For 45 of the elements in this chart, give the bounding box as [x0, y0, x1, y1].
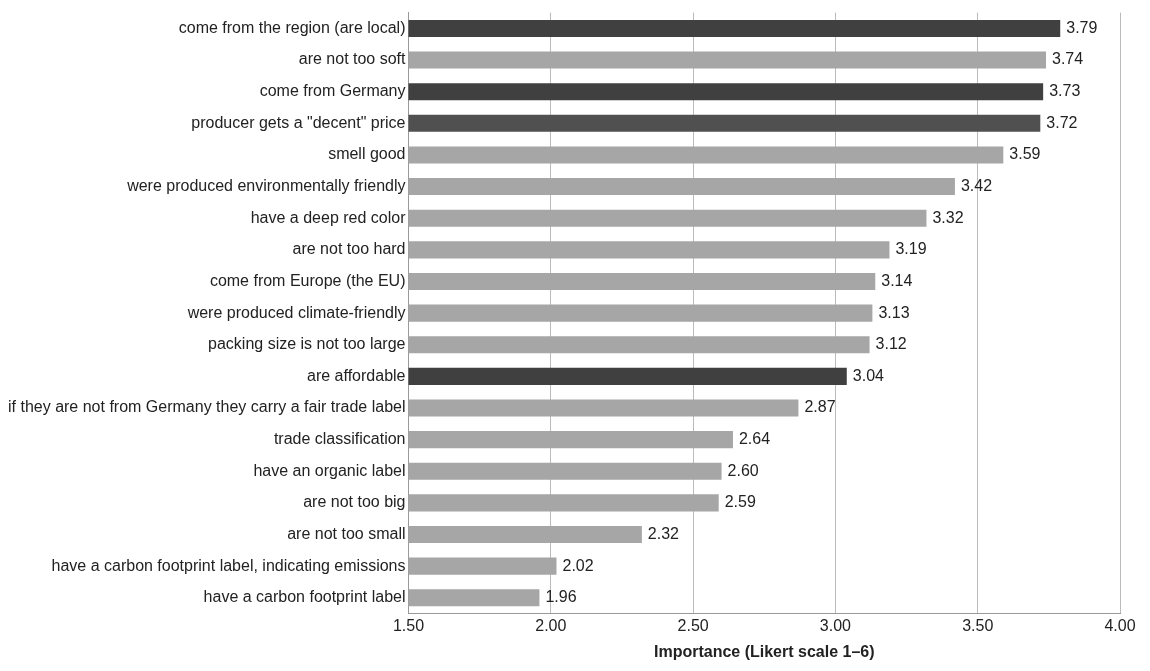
y-tick-label: packing size is not too large — [208, 335, 406, 353]
data-label: 2.02 — [562, 556, 594, 574]
x-axis-title: Importance (Likert scale 1–6) — [653, 642, 875, 660]
y-tick-label: trade classification — [273, 430, 406, 448]
x-tick-label: 3.00 — [819, 616, 852, 634]
y-tick-label: have an organic label — [253, 461, 406, 479]
data-label: 3.73 — [1049, 82, 1081, 100]
x-tick-label: 2.50 — [677, 616, 709, 634]
y-tick-label: if they are not from Germany they carry a fair trade label — [8, 398, 406, 416]
y-tick-label: are not too hard — [292, 240, 406, 258]
y-tick-label: have a carbon footprint label, indicating emissions — [51, 556, 406, 574]
y-tick-label: have a deep red color — [250, 208, 407, 226]
data-label: 3.04 — [852, 366, 885, 384]
data-label: 3.32 — [932, 208, 964, 226]
y-tick-label: are not too soft — [298, 50, 407, 68]
y-tick-label: are affordable — [307, 366, 406, 384]
data-label: 3.42 — [960, 176, 993, 194]
x-tick-label: 3.50 — [962, 616, 994, 634]
data-label: 1.96 — [545, 588, 577, 606]
data-label: 3.72 — [1046, 113, 1078, 131]
y-tick-label: are not too small — [287, 524, 406, 542]
data-label: 2.87 — [804, 398, 836, 416]
data-label: 2.32 — [647, 524, 680, 542]
data-label: 3.74 — [1052, 50, 1084, 68]
data-label: 3.12 — [875, 335, 907, 353]
data-label: 2.59 — [724, 493, 756, 511]
y-tick-label: come from the region (are local) — [178, 18, 406, 36]
x-tick-label: 2.00 — [535, 616, 567, 634]
y-tick-label: have a carbon footprint label — [203, 588, 406, 606]
y-tick-label: are not too big — [303, 493, 406, 511]
y-tick-label: come from Europe (the EU) — [209, 271, 406, 289]
y-tick-label: smell good — [328, 145, 406, 163]
x-tick-label: 4.00 — [1104, 616, 1136, 634]
data-label: 3.79 — [1066, 18, 1098, 36]
y-tick-label: were produced environmentally friendly — [126, 176, 406, 194]
data-label: 3.13 — [878, 303, 910, 321]
x-tick-label: 1.50 — [392, 616, 425, 634]
data-label: 3.14 — [881, 271, 913, 289]
y-tick-label: come from Germany — [259, 82, 406, 100]
data-label: 2.60 — [727, 461, 759, 479]
data-label: 3.59 — [1009, 145, 1041, 163]
y-tick-label: were produced climate-friendly — [186, 303, 406, 321]
y-tick-label: producer gets a "decent" price — [191, 113, 406, 131]
data-label: 2.64 — [738, 430, 771, 448]
data-label: 3.19 — [895, 240, 927, 258]
